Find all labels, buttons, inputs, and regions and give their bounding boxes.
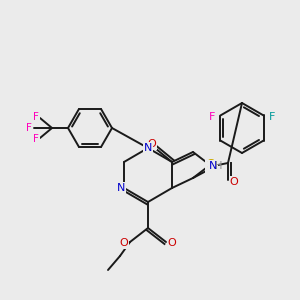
Text: F: F — [26, 123, 32, 133]
Text: F: F — [209, 112, 215, 122]
Text: O: O — [230, 177, 238, 187]
Text: F: F — [33, 134, 39, 144]
Text: O: O — [120, 238, 128, 248]
Text: O: O — [148, 139, 156, 149]
Text: F: F — [33, 112, 39, 122]
Text: H: H — [215, 161, 223, 171]
Text: N: N — [117, 183, 125, 193]
Text: O: O — [168, 238, 176, 248]
Text: N: N — [144, 143, 152, 153]
Text: S: S — [206, 158, 214, 172]
Text: N: N — [209, 161, 217, 171]
Text: F: F — [268, 112, 275, 122]
